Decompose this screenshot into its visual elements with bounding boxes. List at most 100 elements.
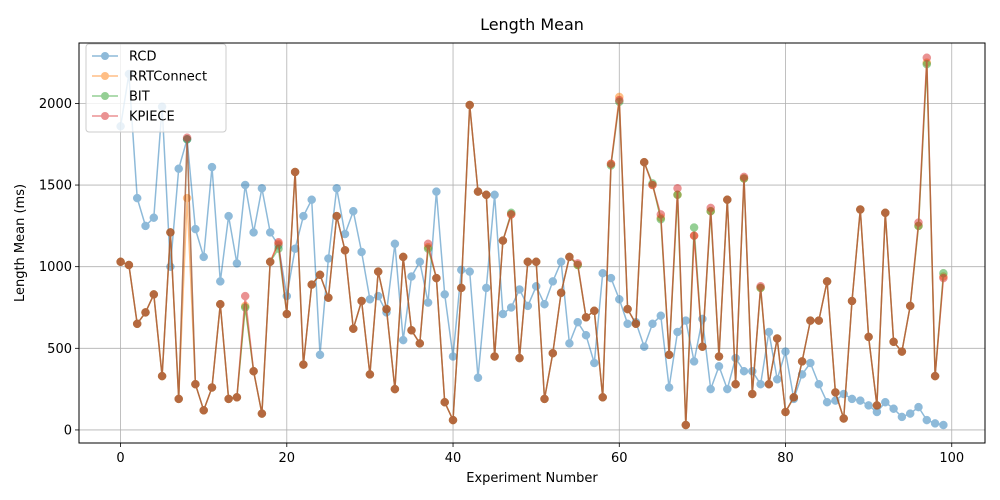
data-point-kpiece bbox=[124, 260, 134, 270]
data-point-rcd bbox=[432, 187, 441, 196]
data-point-rcd bbox=[357, 247, 366, 257]
data-point-kpiece bbox=[531, 257, 541, 267]
data-point-rcd bbox=[914, 402, 923, 412]
data-point-kpiece bbox=[240, 291, 250, 301]
legend-label-rrtconnect: RRTConnect bbox=[129, 70, 207, 85]
data-point-kpiece bbox=[457, 283, 466, 293]
legend-swatch-rcd bbox=[92, 52, 118, 60]
data-point-kpiece bbox=[673, 184, 682, 193]
data-point-kpiece bbox=[390, 384, 400, 394]
data-point-rcd bbox=[565, 339, 574, 348]
data-point-kpiece bbox=[689, 231, 699, 240]
data-point-rcd bbox=[307, 195, 316, 204]
data-point-rcd bbox=[598, 268, 607, 278]
data-point-rcd bbox=[365, 295, 375, 304]
data-point-kpiece bbox=[506, 210, 516, 219]
plot-frame bbox=[78, 42, 986, 444]
data-point-rcd bbox=[415, 257, 425, 267]
data-point-rcd bbox=[856, 396, 865, 405]
data-point-rcd bbox=[889, 404, 898, 413]
x-tick-label: 60 bbox=[611, 451, 628, 466]
data-point-kpiece bbox=[290, 167, 300, 177]
data-point-rcd bbox=[615, 295, 624, 304]
data-point-kpiece bbox=[814, 316, 824, 325]
data-point-kpiece bbox=[332, 211, 341, 221]
data-point-rcd bbox=[191, 224, 200, 234]
data-point-kpiece bbox=[748, 389, 757, 399]
data-point-rcd bbox=[498, 309, 508, 319]
data-point-rcd bbox=[639, 342, 649, 351]
data-point-kpiece bbox=[274, 237, 283, 247]
data-point-kpiece bbox=[141, 308, 150, 317]
legend-swatch-bit bbox=[92, 92, 118, 100]
data-point-rcd bbox=[739, 366, 749, 376]
data-point-rcd bbox=[714, 362, 724, 371]
data-point-kpiece bbox=[714, 352, 724, 361]
data-point-rcd bbox=[764, 327, 774, 337]
data-point-kpiece bbox=[174, 394, 183, 404]
data-point-kpiece bbox=[939, 273, 948, 283]
legend-box bbox=[85, 43, 227, 133]
legend-swatch-kpiece bbox=[92, 112, 118, 120]
data-point-rcd bbox=[656, 311, 666, 320]
legend-marker-rcd bbox=[101, 52, 109, 60]
legend-item-kpiece: KPIECE bbox=[92, 110, 175, 125]
data-point-rcd bbox=[473, 373, 483, 382]
data-point-kpiece bbox=[224, 394, 233, 404]
data-point-rcd bbox=[515, 285, 524, 294]
data-point-rcd bbox=[407, 272, 416, 281]
data-point-kpiece bbox=[897, 347, 907, 356]
data-point-rcd bbox=[531, 282, 541, 291]
data-point-kpiece bbox=[889, 337, 898, 347]
data-point-rcd bbox=[174, 164, 183, 173]
data-point-kpiece bbox=[448, 415, 458, 425]
data-point-rcd bbox=[939, 420, 948, 430]
data-point-rcd bbox=[905, 409, 915, 418]
data-point-kpiece bbox=[498, 236, 508, 245]
data-point-kpiece bbox=[407, 326, 416, 335]
data-point-kpiece bbox=[373, 267, 383, 276]
data-point-kpiece bbox=[132, 319, 142, 329]
data-point-rcd bbox=[881, 397, 890, 407]
data-point-rcd bbox=[423, 298, 433, 307]
data-point-rcd bbox=[224, 211, 233, 221]
data-point-kpiece bbox=[698, 342, 707, 351]
data-point-rcd bbox=[523, 301, 533, 311]
data-point-kpiece bbox=[432, 273, 441, 283]
legend-label-bit: BIT bbox=[129, 90, 150, 105]
legend-item-bit: BIT bbox=[92, 90, 150, 105]
series-rcd bbox=[116, 69, 948, 430]
data-point-rcd bbox=[349, 206, 358, 216]
data-point-rcd bbox=[448, 352, 458, 361]
data-point-kpiece bbox=[232, 393, 242, 402]
data-point-rcd bbox=[315, 350, 325, 360]
data-point-kpiece bbox=[423, 239, 433, 249]
data-point-rcd bbox=[706, 384, 715, 394]
x-tick-label: 0 bbox=[116, 451, 124, 466]
data-point-kpiece bbox=[482, 190, 491, 200]
data-point-rcd bbox=[581, 330, 591, 340]
data-point-rcd bbox=[922, 415, 932, 425]
data-point-rcd bbox=[822, 397, 832, 407]
data-point-rcd bbox=[216, 277, 225, 286]
data-point-rcd bbox=[756, 379, 765, 389]
data-point-kpiece bbox=[307, 280, 316, 289]
data-point-rcd bbox=[748, 366, 757, 376]
y-tick-label: 0 bbox=[64, 423, 72, 438]
legend-item-rcd: RCD bbox=[92, 50, 156, 65]
data-point-kpiece bbox=[806, 316, 815, 325]
data-point-kpiece bbox=[365, 370, 375, 379]
y-tick-label: 500 bbox=[47, 342, 72, 357]
data-point-kpiece bbox=[839, 414, 848, 423]
data-point-kpiece bbox=[490, 352, 499, 361]
data-point-kpiece bbox=[881, 208, 890, 218]
data-point-kpiece bbox=[166, 228, 175, 237]
data-point-kpiece bbox=[440, 397, 449, 407]
series-kpiece bbox=[116, 53, 948, 430]
data-point-kpiece bbox=[357, 296, 366, 306]
data-point-rcd bbox=[232, 259, 242, 268]
data-point-kpiece bbox=[149, 290, 159, 299]
data-point-kpiece bbox=[606, 159, 616, 169]
data-point-kpiece bbox=[656, 210, 666, 219]
data-point-rcd bbox=[132, 193, 142, 203]
